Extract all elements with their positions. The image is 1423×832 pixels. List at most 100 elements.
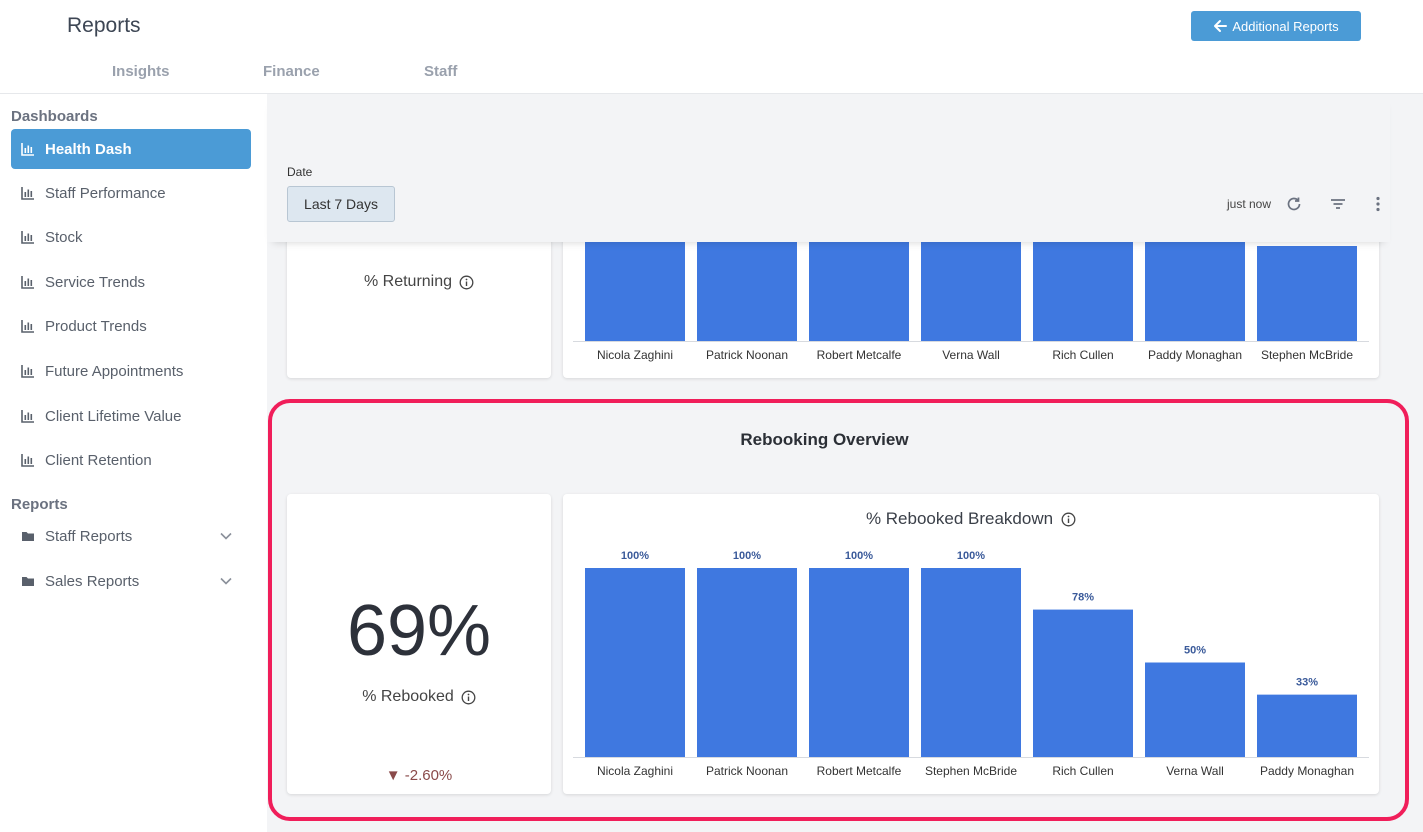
chevron-down-icon[interactable] [219, 574, 233, 588]
bar-patrick-noonan[interactable] [697, 241, 797, 341]
info-icon[interactable] [1061, 512, 1076, 527]
sidebar-item-client-retention[interactable]: Client Retention [11, 440, 251, 480]
rebooking-overview-heading: Rebooking Overview [740, 430, 909, 449]
returning-metric-label: % Returning [287, 273, 551, 291]
x-tick-label: Robert Metcalfe [817, 764, 902, 778]
sidebar-item-label: Sales Reports [45, 572, 140, 590]
x-tick-label: Rich Cullen [1052, 764, 1113, 778]
sidebar-item-label: Future Appointments [45, 362, 184, 380]
bar-nicola-zaghini[interactable] [585, 568, 685, 757]
info-icon[interactable] [461, 690, 476, 705]
bar-paddy-monaghan[interactable] [1257, 694, 1357, 757]
sidebar-item-label: Service Trends [45, 273, 146, 291]
chevron-down-icon[interactable] [219, 529, 233, 543]
bar-chart-icon [21, 186, 35, 200]
x-tick-label: Patrick Noonan [706, 348, 788, 362]
filter-icon[interactable] [1328, 194, 1348, 214]
sidebar-item-label: Client Lifetime Value [45, 407, 182, 425]
data-label: 100% [845, 550, 873, 562]
bar-nicola-zaghini[interactable] [585, 241, 685, 341]
x-tick-label: Robert Metcalfe [817, 348, 902, 362]
sidebar-item-label: Client Retention [45, 451, 152, 469]
data-label: 100% [733, 550, 761, 562]
bar-robert-metcalfe[interactable] [809, 568, 909, 757]
chart-title-text: % Rebooked Breakdown [865, 509, 1054, 528]
bar-stephen-mcbride[interactable] [921, 568, 1021, 757]
bar-verna-wall[interactable] [921, 241, 1021, 341]
sidebar-item-staff-performance[interactable]: Staff Performance [11, 173, 251, 213]
folder-icon [21, 529, 35, 543]
bar-patrick-noonan[interactable] [697, 568, 797, 757]
dashboards-section-title: Dashboards [11, 108, 98, 125]
rebooked-breakdown-chart: Nicola Zaghini 100% Patrick Noonan 100% Robe… [573, 550, 1369, 778]
sidebar-item-staff-reports[interactable]: Staff Reports [11, 516, 251, 556]
sidebar-item-health-dash[interactable]: Health Dash [11, 129, 251, 169]
report-tabs: Insights Finance Staff [0, 63, 520, 83]
bar-rich-cullen[interactable] [1033, 609, 1133, 757]
bar-chart-icon [21, 275, 35, 289]
metric-label-text: % Rebooked [362, 688, 454, 705]
sidebar-item-future-appointments[interactable]: Future Appointments [11, 351, 251, 391]
more-vertical-icon[interactable] [1368, 194, 1388, 214]
sidebar-item-label: Product Trends [45, 317, 147, 335]
x-tick-label: Stephen McBride [925, 764, 1017, 778]
date-filter-label: Date [287, 165, 313, 179]
x-tick-label: Nicola Zaghini [597, 764, 673, 778]
bar-verna-wall[interactable] [1145, 662, 1245, 758]
sidebar-item-service-trends[interactable]: Service Trends [11, 262, 251, 302]
folder-icon [21, 574, 35, 588]
data-label: 33% [1296, 677, 1318, 689]
tab-finance[interactable]: Finance [263, 63, 320, 80]
reports-section-title: Reports [11, 496, 68, 513]
x-tick-label: Stephen McBride [1261, 348, 1353, 362]
rebooked-metric-card: 69% % Rebooked ▼ -2.60% [287, 494, 551, 794]
additional-reports-label: Additional Reports [1232, 18, 1339, 34]
info-icon[interactable] [459, 275, 474, 290]
data-label: 78% [1072, 592, 1094, 604]
metric-label-text: % Returning [363, 273, 453, 290]
tab-insights[interactable]: Insights [112, 63, 170, 80]
x-tick-label: Rich Cullen [1052, 348, 1113, 362]
sidebar-item-label: Staff Reports [45, 527, 133, 545]
tab-staff[interactable]: Staff [424, 63, 458, 80]
highlight-outline [268, 399, 1409, 821]
sidebar-item-label: Health Dash [45, 140, 132, 158]
refresh-icon[interactable] [1284, 194, 1304, 214]
rebooked-metric-label: % Rebooked [287, 688, 551, 706]
x-tick-label: Verna Wall [942, 348, 1000, 362]
bar-chart-icon [21, 364, 35, 378]
top-header: Reports Insights Finance Staff Additiona… [0, 0, 1423, 94]
filter-bar: Date Last 7 Days just now [267, 94, 1390, 242]
data-label: 100% [957, 550, 985, 562]
bar-robert-metcalfe[interactable] [809, 241, 909, 341]
bar-stephen-mcbride[interactable] [1257, 246, 1357, 341]
sidebar-item-product-trends[interactable]: Product Trends [11, 306, 251, 346]
data-label: 50% [1184, 645, 1206, 657]
rebooked-breakdown-title: % Rebooked Breakdown [563, 509, 1379, 529]
bar-rich-cullen[interactable] [1033, 241, 1133, 341]
sidebar-item-stock[interactable]: Stock [11, 217, 251, 257]
returning-breakdown-chart: Nicola Zaghini Patrick Noonan Robert Metca… [573, 241, 1369, 362]
additional-reports-button[interactable]: Additional Reports [1191, 11, 1361, 41]
x-tick-label: Patrick Noonan [706, 764, 788, 778]
bar-paddy-monaghan[interactable] [1145, 241, 1245, 341]
arrow-left-icon [1214, 20, 1228, 32]
bar-chart-icon [21, 319, 35, 333]
sidebar: Dashboards Health Dash Staff Performance… [0, 94, 267, 832]
last-updated-text: just now [1227, 197, 1272, 211]
rebooked-metric-value: 69% [346, 591, 492, 671]
rebooked-trend-indicator: ▼ -2.60% [385, 767, 453, 784]
x-tick-label: Nicola Zaghini [597, 348, 673, 362]
sidebar-item-sales-reports[interactable]: Sales Reports [11, 561, 251, 601]
date-filter-button[interactable]: Last 7 Days [287, 186, 395, 222]
x-tick-label: Paddy Monaghan [1260, 764, 1354, 778]
data-label: 100% [621, 550, 649, 562]
sidebar-item-label: Staff Performance [45, 184, 166, 202]
sidebar-item-client-lifetime-value[interactable]: Client Lifetime Value [11, 396, 251, 436]
sidebar-item-label: Stock [45, 228, 83, 246]
x-tick-label: Verna Wall [1166, 764, 1224, 778]
rebooked-breakdown-card: % Rebooked Breakdown Nicola Zaghini 100% P… [563, 494, 1379, 794]
page-title: Reports [67, 14, 141, 37]
bar-chart-icon [21, 230, 35, 244]
bar-chart-icon [21, 409, 35, 423]
